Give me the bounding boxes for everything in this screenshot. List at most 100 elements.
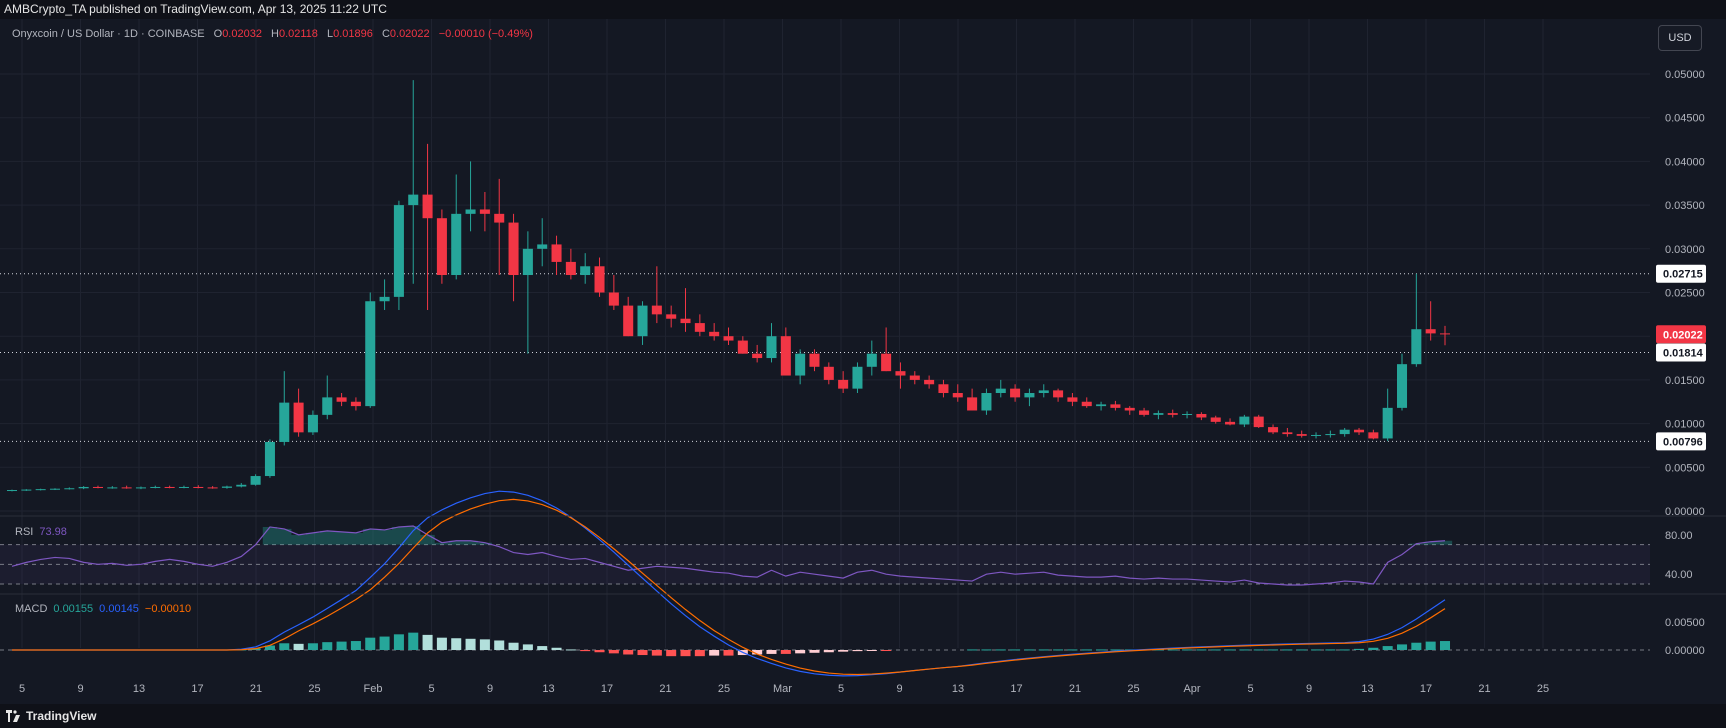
candle-body: [164, 486, 175, 488]
candle-body: [365, 301, 376, 407]
macd-histogram-bar: [1311, 649, 1322, 651]
candle-body: [1382, 407, 1393, 439]
macd-histogram-bar: [379, 636, 390, 650]
currency-button[interactable]: USD: [1658, 25, 1702, 51]
macd-histogram-bar: [623, 650, 634, 655]
symbol-name: Onyxcoin / US Dollar · 1D · COINBASE: [12, 28, 205, 40]
macd-histogram-bar: [393, 634, 404, 650]
macd-histogram-bar: [365, 637, 376, 650]
signal-value: 0.00145: [99, 603, 139, 615]
time-axis-label: 17: [191, 683, 203, 695]
macd-histogram-bar: [1053, 649, 1064, 651]
candle-body: [393, 205, 404, 297]
candle-body: [1354, 429, 1365, 433]
macd-histogram-bar: [866, 650, 877, 651]
macd-histogram-bar: [651, 650, 662, 656]
time-axis-label: 9: [487, 683, 493, 695]
macd-histogram-bar: [522, 644, 533, 650]
chart-area[interactable]: 0.05000 0.04500 0.04000 0.03500 0.03000 0.025…: [0, 19, 1726, 704]
candle-body: [178, 486, 189, 488]
macd-histogram-bar: [537, 646, 548, 650]
macd-histogram-bar: [680, 650, 691, 657]
time-axis-label: 21: [1478, 683, 1490, 695]
candle-body: [49, 488, 61, 490]
time-axis-label: 21: [1069, 683, 1081, 695]
symbol-legend: Onyxcoin / US Dollar · 1D · COINBASE O0.…: [12, 28, 533, 40]
price-badge: [1656, 432, 1706, 451]
macd-histogram-bar: [508, 642, 519, 650]
macd-histogram-bar: [1010, 649, 1021, 651]
candle-body: [651, 305, 662, 315]
candle-body: [680, 318, 691, 324]
macd-histogram-bar: [1425, 641, 1436, 650]
candle-body: [723, 336, 734, 341]
candle-body: [1010, 388, 1021, 398]
rsi-overbought-fill: [262, 525, 1453, 545]
macd-histogram-bar: [1268, 649, 1279, 651]
high-value: 0.02118: [278, 28, 318, 40]
candle-body: [1096, 404, 1107, 407]
candle-body: [1296, 434, 1307, 436]
macd-histogram-bar: [1167, 649, 1178, 651]
candle-body: [580, 266, 591, 276]
time-axis-label: 13: [1361, 683, 1373, 695]
macd-histogram-bar: [1354, 648, 1365, 650]
macd-histogram-bar: [723, 650, 734, 656]
time-axis-label: 21: [659, 683, 671, 695]
candle-body: [981, 393, 992, 411]
candle-body: [1396, 364, 1408, 408]
candle-body: [279, 402, 290, 442]
price-badge: [1656, 264, 1706, 283]
macd-histogram-bar: [1368, 647, 1379, 650]
candle-body: [780, 336, 791, 376]
tradingview-logo-icon: [6, 710, 20, 722]
footer-brand: TradingView: [26, 709, 97, 723]
candle-body: [307, 414, 318, 433]
high-label: H: [271, 28, 279, 40]
macd-histogram-bar: [752, 650, 763, 655]
macd-label: MACD: [15, 603, 48, 615]
macd-histogram-bar: [1182, 649, 1193, 651]
macd-histogram-bar: [1296, 649, 1307, 651]
candle-body: [565, 261, 576, 276]
candle-body: [1167, 413, 1178, 415]
time-axis-label: 21: [250, 683, 262, 695]
macd-histogram-bar: [1196, 649, 1207, 651]
macd-histogram-bar: [666, 650, 677, 657]
time-axis-label: 17: [601, 683, 613, 695]
candle-body: [479, 209, 490, 214]
candle-body: [1081, 401, 1092, 407]
price-tick-label: 0.05000: [1665, 69, 1705, 81]
price-chart[interactable]: 0.05000 0.04500 0.04000 0.03500 0.03000 0.025…: [0, 19, 1726, 704]
candle-body: [322, 397, 333, 415]
macd-histogram-bar: [795, 650, 806, 654]
time-axis-label: 17: [1420, 683, 1432, 695]
macd-histogram-bar: [838, 650, 849, 652]
candle-body: [608, 292, 619, 306]
candle-body: [250, 476, 261, 485]
candle-body: [6, 490, 18, 492]
candle-body: [350, 401, 361, 407]
signal-line: [12, 498, 1446, 676]
candle-body: [838, 379, 849, 389]
candle-body: [207, 487, 218, 489]
price-badge-label: 0.02022: [1663, 329, 1703, 341]
low-label: L: [326, 28, 334, 40]
macd-histogram-bar: [608, 650, 619, 654]
time-axis-label: 9: [1306, 683, 1312, 695]
macd-histogram-bar: [551, 647, 562, 650]
price-tick-label: 0.04000: [1665, 156, 1705, 168]
rsi-line: [11, 525, 1446, 586]
candle-body: [594, 266, 605, 293]
low-value: 0.01896: [333, 28, 373, 40]
candle-body: [766, 336, 777, 359]
candle-body: [135, 487, 146, 489]
macd-histogram-bar: [465, 638, 476, 650]
macd-histogram-bar: [709, 650, 720, 656]
candle-body: [852, 366, 863, 389]
candle-body: [1239, 416, 1250, 425]
macd-histogram-bar: [809, 650, 820, 653]
time-axis-label: Feb: [364, 683, 383, 695]
macd-histogram-bar: [995, 649, 1006, 651]
candle-body: [451, 213, 462, 276]
